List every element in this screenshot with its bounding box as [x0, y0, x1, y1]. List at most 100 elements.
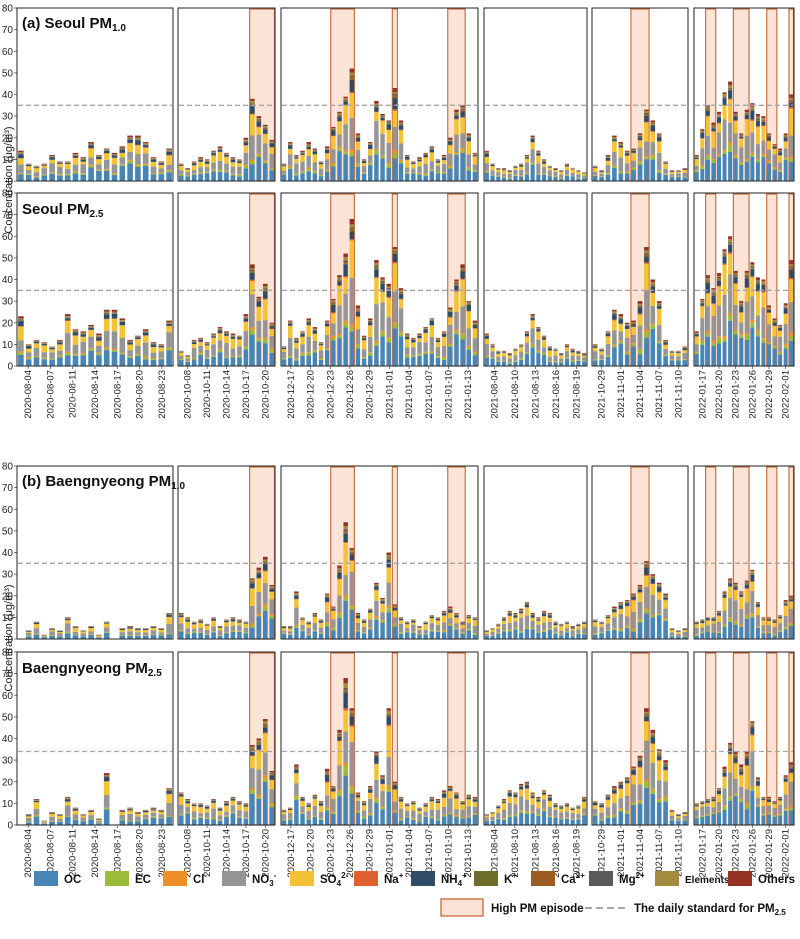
bar-segment	[25, 344, 32, 345]
y-tick-label: 50	[2, 526, 14, 537]
bar-segment	[739, 624, 744, 626]
bar-segment	[64, 633, 71, 639]
bar-segment	[612, 139, 617, 142]
stacked-bar	[230, 333, 236, 366]
bar-segment	[337, 613, 342, 618]
bar-segment	[441, 357, 447, 360]
bar-segment	[318, 350, 324, 359]
bar-segment	[150, 173, 157, 175]
bar-segment	[191, 173, 197, 175]
bar-segment	[337, 279, 342, 281]
bar-segment	[237, 159, 242, 161]
bar-segment	[644, 262, 649, 264]
bar-segment	[744, 275, 749, 277]
bar-segment	[204, 344, 210, 346]
bar-segment	[211, 355, 216, 357]
bar-segment	[198, 620, 203, 621]
bar-segment	[650, 578, 656, 584]
bar-segment	[772, 325, 777, 327]
bar-segment	[331, 312, 336, 314]
bar-segment	[386, 164, 391, 168]
bar-segment	[217, 328, 223, 329]
stacked-bar	[728, 81, 733, 181]
bar-segment	[230, 617, 236, 619]
bar-segment	[761, 283, 766, 285]
bar-segment	[269, 599, 275, 615]
stacked-bar	[466, 615, 471, 639]
bar-segment	[767, 137, 771, 141]
bar-segment	[127, 631, 133, 636]
bar-segment	[783, 603, 788, 606]
bar-segment	[733, 114, 738, 116]
bar-segment	[57, 167, 63, 175]
bar-segment	[490, 358, 495, 366]
bar-segment	[349, 68, 355, 73]
bar-segment	[750, 109, 755, 112]
bar-segment	[631, 170, 636, 181]
bar-segment	[269, 587, 275, 589]
bar-segment	[519, 166, 524, 170]
y-tick-label: 40	[2, 275, 14, 286]
bar-segment	[312, 330, 318, 334]
bar-segment	[64, 353, 71, 356]
stacked-bar	[337, 565, 342, 639]
bar-segment	[524, 158, 529, 163]
bar-segment	[547, 617, 552, 622]
bar-segment	[198, 157, 203, 159]
bar-segment	[644, 586, 649, 609]
bar-segment	[637, 135, 643, 136]
bar-segment	[783, 314, 788, 325]
stacked-bar	[582, 353, 587, 366]
stacked-bar	[166, 788, 172, 825]
bar-segment	[417, 627, 422, 628]
bar-segment	[441, 332, 447, 333]
bar-segment	[198, 342, 203, 346]
bar-segment	[191, 624, 197, 629]
bar-segment	[705, 106, 710, 109]
bar-segment	[767, 309, 771, 310]
bar-segment	[755, 160, 760, 163]
bar-segment	[631, 600, 636, 612]
bar-segment	[204, 161, 210, 164]
bar-segment	[694, 634, 699, 636]
bar-segment	[49, 813, 55, 817]
bar-segment	[524, 352, 529, 354]
bar-segment	[484, 333, 489, 335]
bar-segment	[127, 813, 133, 821]
bar-segment	[237, 357, 242, 366]
stacked-bar	[150, 807, 157, 825]
bar-segment	[705, 275, 710, 279]
bar-segment	[135, 139, 141, 141]
bar-segment	[262, 603, 268, 607]
bar-segment	[178, 359, 184, 361]
stacked-bar	[717, 111, 721, 181]
bar-segment	[355, 348, 361, 366]
bar-segment	[559, 354, 564, 356]
bar-segment	[386, 557, 391, 558]
y-tick-label: 20	[2, 318, 14, 329]
bar-segment	[441, 615, 447, 623]
bar-segment	[700, 138, 705, 149]
y-tick-label: 80	[2, 189, 14, 200]
bar-segment	[343, 594, 348, 598]
bar-segment	[536, 632, 541, 639]
bar-segment	[460, 133, 465, 148]
stacked-bar	[778, 324, 783, 366]
bar-segment	[269, 618, 275, 639]
bar-segment	[318, 168, 324, 176]
bar-segment	[57, 340, 63, 341]
bar-segment	[150, 635, 157, 639]
bar-segment	[739, 625, 744, 627]
bar-segment	[783, 158, 788, 161]
bar-segment	[472, 352, 478, 356]
bar-segment	[650, 615, 656, 618]
bar-segment	[256, 578, 262, 593]
bar-segment	[343, 97, 348, 100]
bar-segment	[380, 291, 385, 293]
bar-segment	[250, 106, 255, 114]
bar-segment	[472, 625, 478, 634]
stacked-bar	[682, 346, 688, 366]
bar-segment	[204, 629, 210, 634]
bar-segment	[224, 163, 229, 171]
bar-segment	[454, 628, 459, 630]
